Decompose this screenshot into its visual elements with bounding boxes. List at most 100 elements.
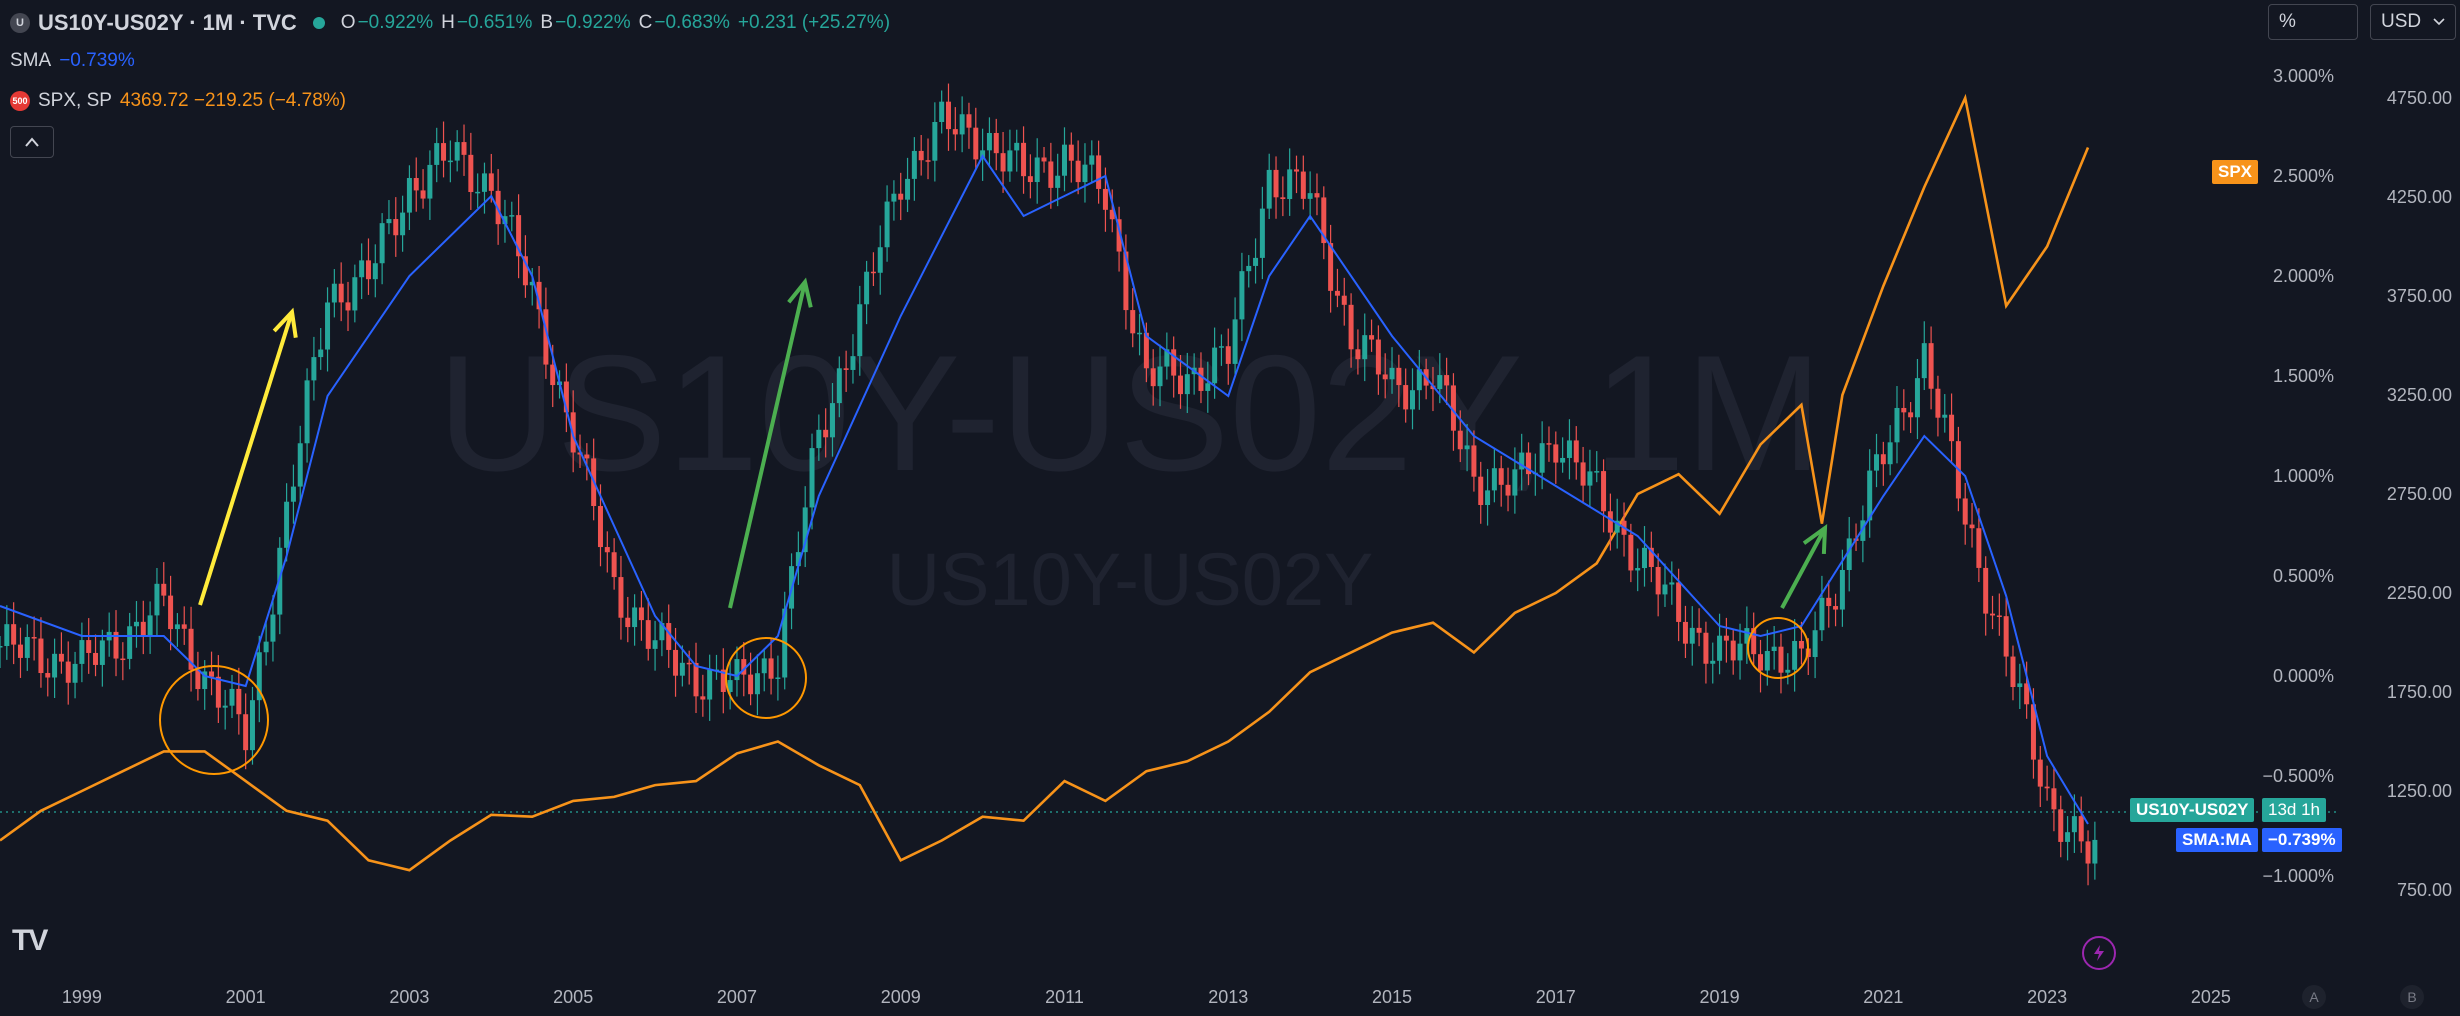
candle-body [17,644,23,658]
candle-body [898,193,904,200]
candle-body [918,150,924,161]
candle-body [1921,343,1927,379]
spx-label[interactable]: SPX, SP [38,90,112,111]
candle-body [1089,155,1095,165]
candle-body [1075,160,1081,183]
spx-line [0,93,2090,872]
candle-body [693,662,699,697]
candle-body [447,160,453,163]
trough-circle-2007 [725,637,807,719]
candle-body [1457,430,1463,450]
yellow-arrow-head [272,307,298,339]
candle-body [1580,462,1586,486]
currency-select[interactable]: USD [2370,4,2456,40]
right-axis-tick: 4250.00 [2387,187,2452,207]
log-scale-button[interactable]: B [2400,985,2424,1009]
x-axis-tick: 2003 [389,987,429,1007]
candle-body [79,640,85,664]
candle-body [297,443,303,487]
candle-body [1096,155,1102,189]
candle-body [86,640,92,653]
auto-scale-button[interactable]: A [2302,985,2326,1009]
tradingview-logo[interactable]: TV [12,924,48,957]
green-arrow-2007 [728,277,813,609]
candle-body [372,263,378,280]
candle-body [1375,339,1381,375]
candle-body [925,160,931,162]
candle-body [1546,443,1552,445]
symbol-legend[interactable]: U US10Y-US02Y · 1M · TVC O −0.922% H −0.65… [10,10,890,36]
market-status-icon[interactable] [312,17,325,29]
candle-body [2003,616,2009,657]
candle-body [222,705,228,708]
candle-body [1969,524,1975,529]
candle-body [1355,349,1361,360]
candle-body [140,621,146,638]
candle-body [4,624,10,646]
candle-body [700,696,706,700]
candle-body [1061,144,1067,176]
x-axis-tick: 2005 [553,987,593,1007]
candle-body [1410,390,1415,410]
candle-body [1259,208,1265,258]
candle-body [52,653,58,678]
candle-body [420,190,426,199]
candle-body [1689,627,1695,644]
candle-body [1901,407,1907,413]
candle-body [1027,176,1033,183]
candle-body [809,448,815,508]
candle-body [543,309,549,365]
sma-label[interactable]: SMA [10,50,52,71]
candle-body [1280,197,1286,200]
right-axis-tick: 3750.00 [2387,286,2452,306]
candle-body [1485,490,1491,506]
right-axis-tick: 3250.00 [2387,385,2452,405]
candle-body [1703,632,1709,664]
candle-body [1437,375,1443,390]
chevron-down-icon [2433,18,2445,26]
scale-mode-select[interactable]: % [2268,4,2358,40]
sma-legend[interactable]: SMA −0.739% [10,50,135,72]
candle-body [1034,157,1040,183]
candle-body [1109,209,1115,220]
ohlc-c-value: −0.683% [654,12,730,33]
candle-body [659,623,665,641]
candle-body [1928,343,1934,389]
candle-body [1300,171,1306,199]
symbol-title[interactable]: US10Y-US02Y · 1M · TVC [38,10,297,35]
candle-body [1171,349,1177,376]
candle-body [775,677,781,679]
ohlc-o-value: −0.922% [357,12,434,33]
candle-body [393,219,399,236]
candle-body [1778,646,1784,673]
candle-body [734,659,740,681]
candle-body [461,142,467,155]
x-axis-tick: 2023 [2027,987,2067,1007]
candle-body [31,637,37,639]
candle-body [406,178,412,213]
collapse-legend-button[interactable] [10,126,54,158]
candle-body [632,607,638,628]
spx-legend[interactable]: 500 SPX, SP 4369.72 −219.25 (−4.78%) [10,90,346,112]
candle-body [1403,385,1409,410]
candle-body [1505,484,1511,496]
candle-body [1382,374,1388,380]
spx-price-badge: SPX [2212,160,2259,184]
lightning-button[interactable] [2082,936,2116,970]
candle-body [973,127,979,160]
candle-body [413,178,419,191]
candle-body [2071,816,2077,833]
candle-body [1696,627,1702,633]
candle-body [1867,470,1873,521]
candle-body [836,368,842,404]
candle-body [1662,584,1668,595]
candle-body [154,583,160,616]
candle-body [625,617,631,628]
candle-body [1519,452,1525,470]
candle-body [1976,528,1982,568]
sma-value-badge: −0.739% [2262,828,2342,852]
candle-body [1123,251,1129,311]
candle-body [1880,454,1886,465]
candle-body [120,658,126,661]
